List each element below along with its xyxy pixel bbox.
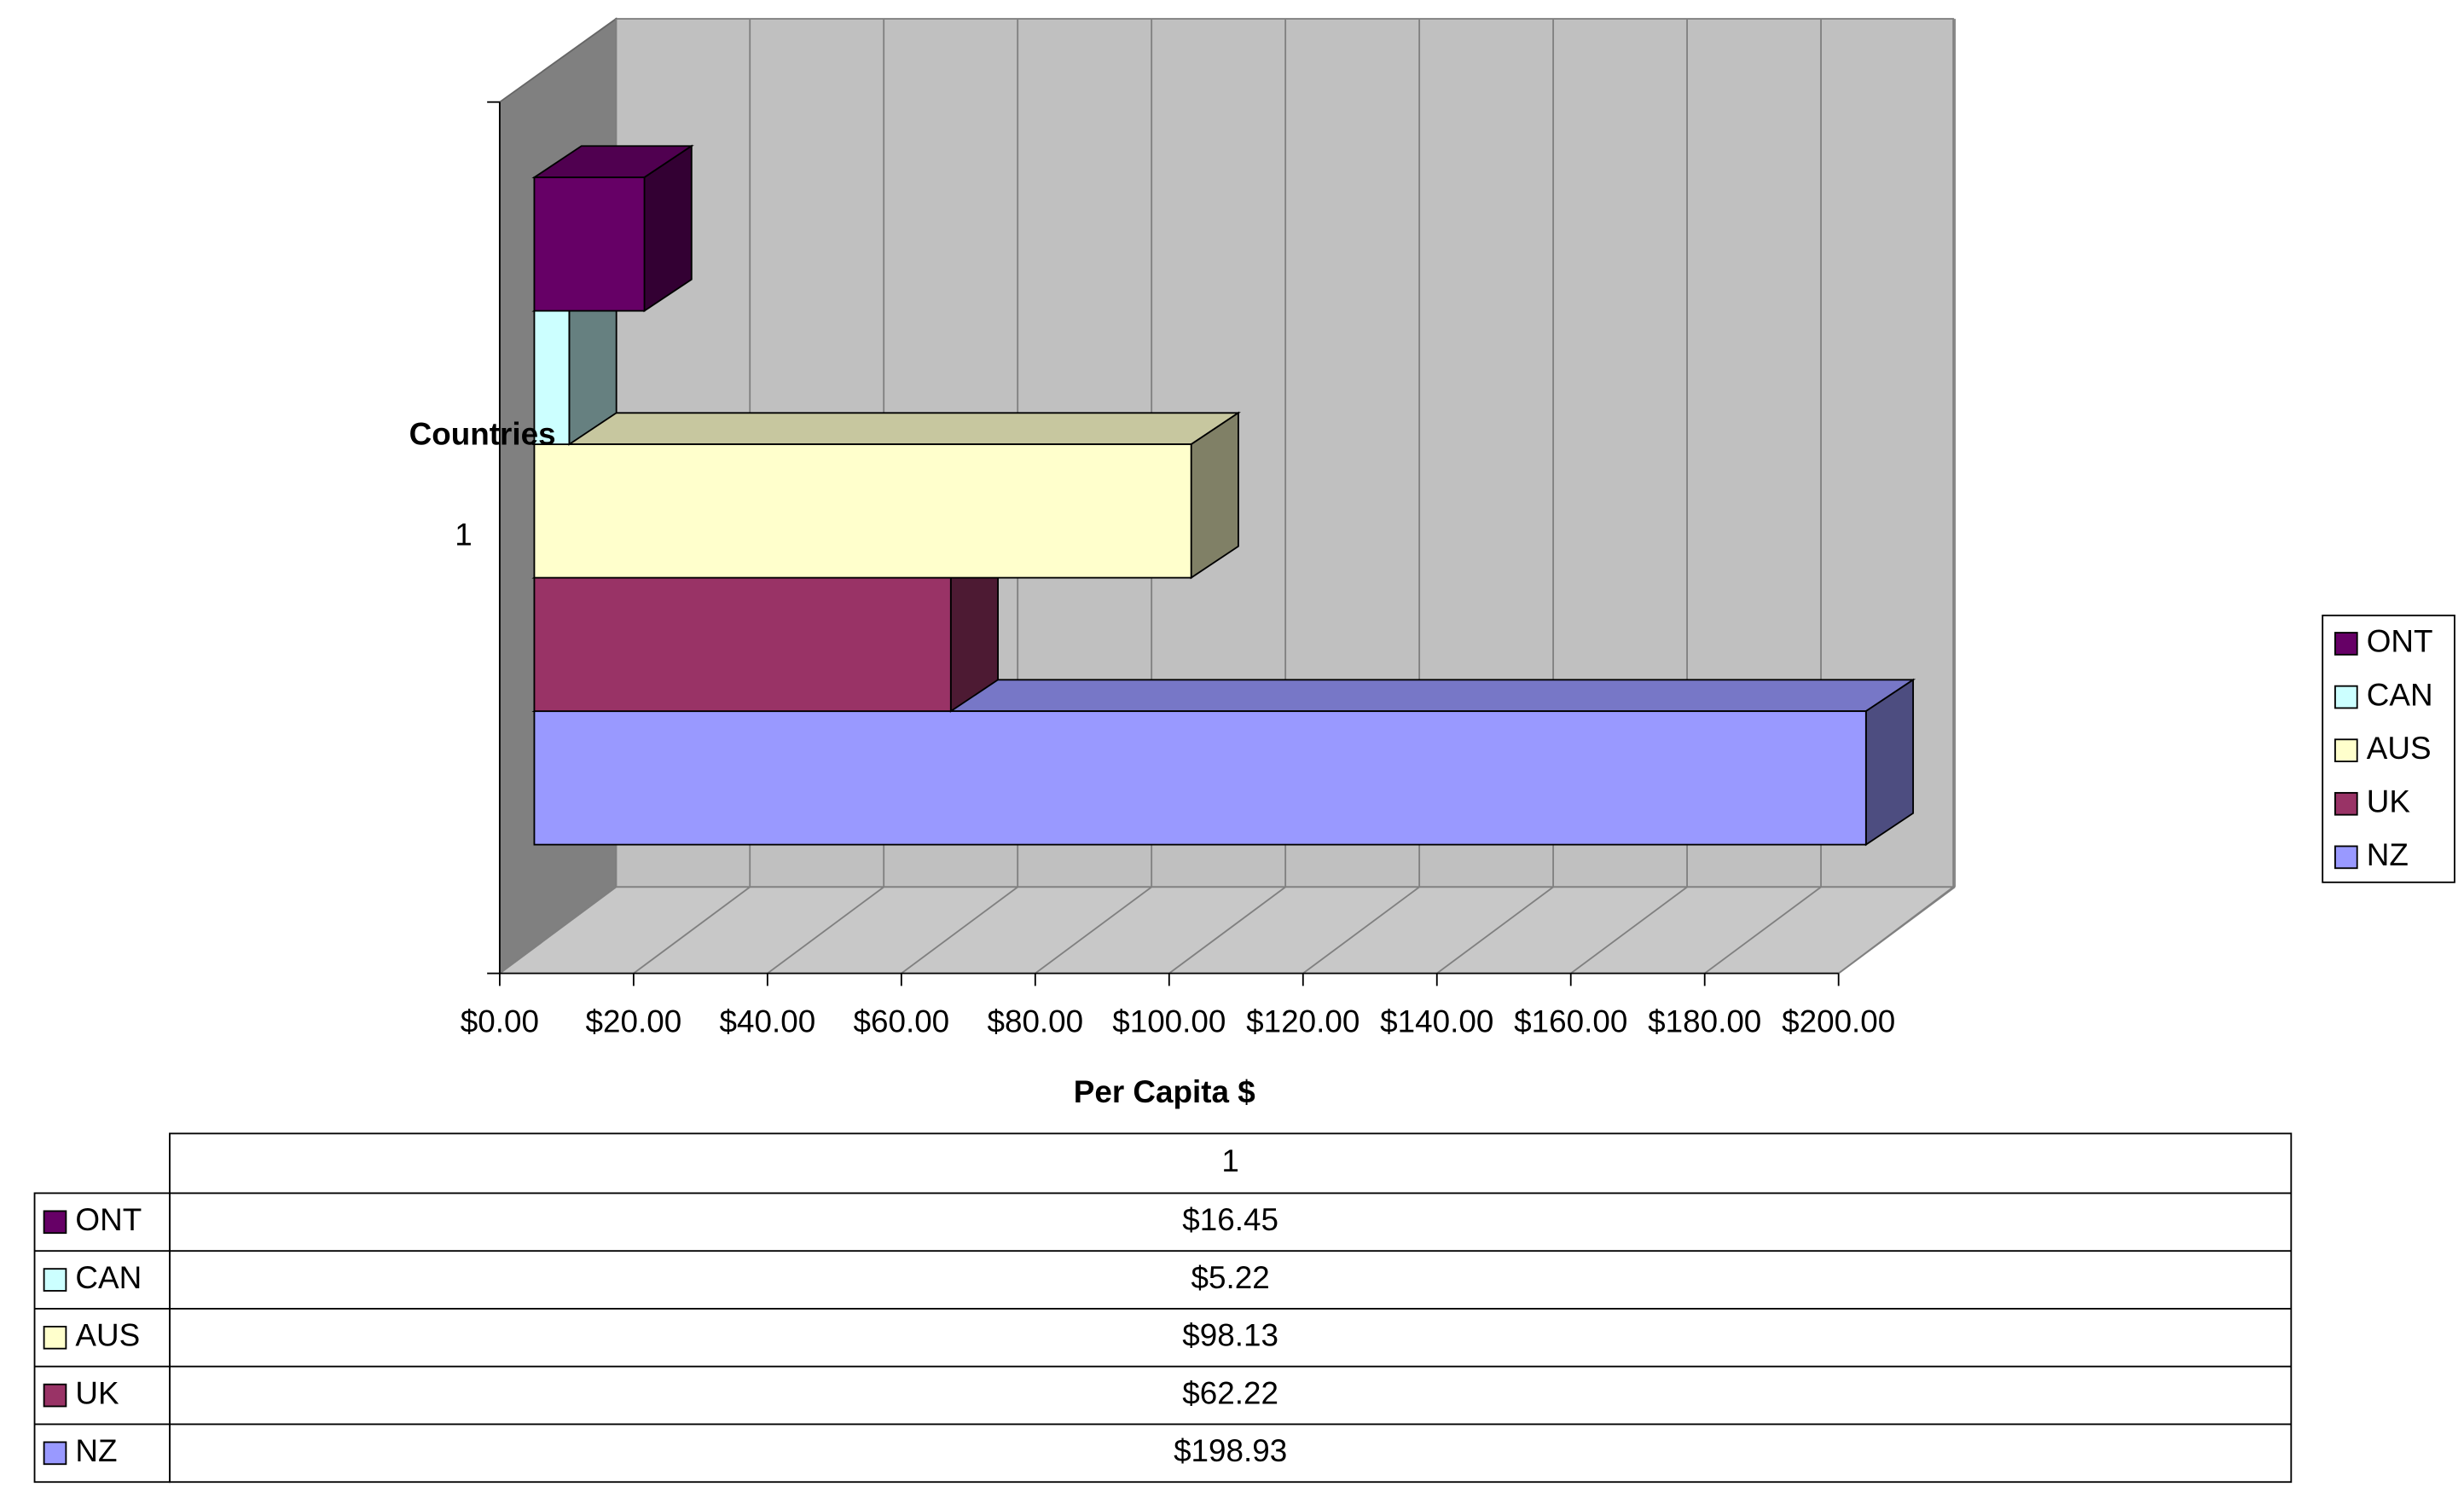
legend-label: UK (2367, 784, 2411, 819)
bars (531, 144, 1916, 847)
legend-swatch (2334, 738, 2358, 762)
table-series-name: CAN (75, 1260, 142, 1295)
table-swatch (43, 1326, 67, 1350)
grid-line (1035, 886, 1152, 975)
x-tick-label: $60.00 (853, 1004, 949, 1038)
table-header: 1 (1221, 1143, 1238, 1178)
grid-line (1302, 886, 1420, 975)
x-tick-label: $40.00 (720, 1004, 816, 1038)
x-tick-label: $160.00 (1514, 1004, 1627, 1038)
bar (531, 144, 694, 313)
grid-line (499, 886, 617, 975)
legend-label: AUS (2367, 731, 2432, 766)
table-series-name: ONT (75, 1202, 142, 1237)
x-tick-label: $100.00 (1112, 1004, 1226, 1038)
grid-line (1436, 886, 1554, 975)
grid-line (633, 886, 751, 975)
table-value: $5.22 (1191, 1260, 1270, 1295)
data-table: ONT $16.45 CAN $5.22 AUS $98.13 UK $62.22 NZ $198… (33, 1132, 2293, 1484)
table-value: $62.22 (1182, 1375, 1278, 1410)
table-swatch (43, 1268, 67, 1292)
legend-swatch (2334, 685, 2358, 709)
legend-swatch (2334, 632, 2358, 656)
x-tick-label: $80.00 (987, 1004, 1083, 1038)
x-tick-label: $120.00 (1246, 1004, 1360, 1038)
bar-front (533, 176, 646, 312)
y-axis-title: Countries (409, 417, 556, 452)
bar-front (533, 443, 1192, 579)
table-series-name: NZ (75, 1433, 117, 1468)
grid-line (901, 886, 1018, 975)
grid-line (1570, 886, 1688, 975)
grid-line (1168, 886, 1286, 975)
bar-top (531, 412, 1241, 446)
table-value: $198.93 (1174, 1433, 1287, 1468)
bar (531, 411, 1241, 580)
grid-line (767, 886, 884, 975)
bar-front (533, 710, 1867, 846)
grid-line (1704, 886, 1822, 975)
legend-swatch (2334, 791, 2358, 816)
legend-label: ONT (2367, 624, 2433, 659)
legend-entries: ONT CAN AUS UK NZ (2334, 624, 2433, 872)
table-value: $98.13 (1182, 1318, 1278, 1353)
bar-front (533, 576, 952, 713)
x-tick-label: $0.00 (461, 1004, 539, 1038)
grid-line (1838, 886, 1956, 975)
table-value: $16.45 (1182, 1202, 1278, 1237)
table-swatch (43, 1383, 67, 1408)
bar (531, 278, 619, 446)
table-series-name: UK (75, 1375, 119, 1410)
table-series-name: AUS (75, 1318, 140, 1353)
x-tick-label: $140.00 (1380, 1004, 1493, 1038)
legend-label: NZ (2367, 837, 2409, 872)
table-border (33, 1192, 171, 1484)
legend-label: CAN (2367, 677, 2433, 712)
x-tick-label: $180.00 (1648, 1004, 1761, 1038)
x-tick-label: $200.00 (1782, 1004, 1895, 1038)
x-tick-label: $20.00 (586, 1004, 682, 1038)
table-swatch (43, 1441, 67, 1466)
legend-swatch (2334, 845, 2358, 870)
table-swatch (43, 1210, 67, 1235)
bar-front (533, 309, 571, 446)
x-axis-title: Per Capita $ (1074, 1074, 1255, 1109)
category-label: 1 (455, 517, 472, 552)
